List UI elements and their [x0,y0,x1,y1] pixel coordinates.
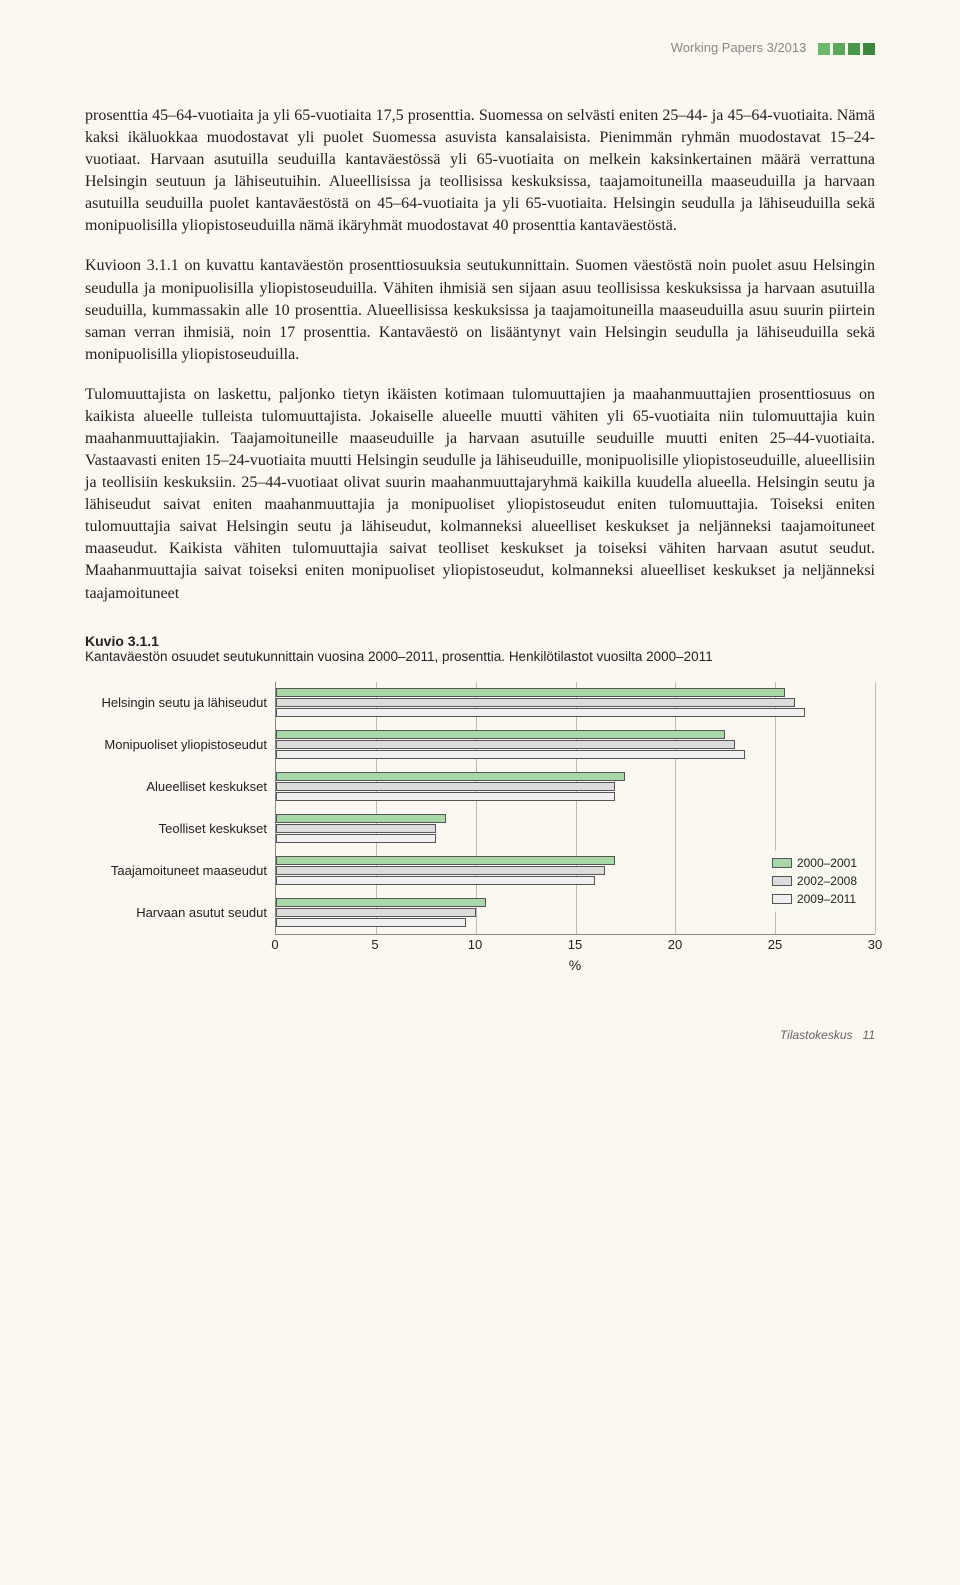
chart-bar [276,898,486,907]
chart-bar [276,782,615,791]
chart-legend-label: 2002–2008 [797,872,857,890]
chart-bar-group [276,766,875,808]
page-header: Working Papers 3/2013 [85,40,875,55]
chart-bar [276,834,436,843]
chart-category-label: Taajamoituneet maaseudut [85,850,275,892]
page-footer: Tilastokeskus 11 [85,1028,875,1042]
chart-category-label: Harvaan asutut seudut [85,892,275,934]
chart-x-tick: 10 [468,937,482,952]
chart-bar [276,856,615,865]
chart-category-labels: Helsingin seutu ja lähiseudutMonipuolise… [85,682,275,935]
chart-bar [276,740,735,749]
chart-category-label: Teolliset keskukset [85,808,275,850]
chart-x-tick: 30 [868,937,882,952]
chart-bar [276,908,476,917]
chart-legend-item: 2000–2001 [772,854,857,872]
chart-legend-label: 2009–2011 [797,890,856,908]
chart-legend-label: 2000–2001 [797,854,857,872]
chart-bar [276,698,795,707]
chart-bar [276,772,625,781]
footer-page-number: 11 [863,1028,875,1042]
chart-x-tick: 0 [271,937,278,952]
chart-bar [276,918,466,927]
chart-legend-swatch [772,894,792,904]
chart-bar [276,708,805,717]
chart-category-label: Helsingin seutu ja lähiseudut [85,682,275,724]
chart-category-label: Alueelliset keskukset [85,766,275,808]
chart-x-axis-label: % [275,957,875,973]
chart-bar-group [276,808,875,850]
chart-bar [276,730,725,739]
body-paragraph-1: prosenttia 45–64-vuotiaita ja yli 65-vuo… [85,105,875,237]
chart-bar [276,876,595,885]
chart-bar-group [276,724,875,766]
chart-legend: 2000–20012002–20082009–2011 [766,850,863,912]
chart-category-label: Monipuoliset yliopistoseudut [85,724,275,766]
figure-subtitle: Kantaväestön osuudet seutukunnittain vuo… [85,649,875,664]
chart-bar [276,866,605,875]
header-decoration-squares [818,43,875,55]
chart-legend-item: 2009–2011 [772,890,857,908]
chart-x-axis: 051015202530 [275,935,875,955]
chart-legend-item: 2002–2008 [772,872,857,890]
chart-bar [276,824,436,833]
chart-legend-swatch [772,876,792,886]
chart-bar [276,792,615,801]
footer-source: Tilastokeskus [780,1028,853,1042]
chart-bar [276,750,745,759]
chart-x-tick: 15 [568,937,582,952]
chart-x-tick: 5 [371,937,378,952]
figure-title: Kuvio 3.1.1 [85,633,875,649]
chart-bar-group [276,682,875,724]
body-paragraph-3: Tulomuuttajista on laskettu, paljonko ti… [85,384,875,605]
chart-legend-swatch [772,858,792,868]
body-paragraph-2: Kuvioon 3.1.1 on kuvattu kantaväestön pr… [85,255,875,365]
header-text: Working Papers 3/2013 [671,40,807,55]
chart-x-tick: 20 [668,937,682,952]
chart-bar [276,814,446,823]
chart-bar [276,688,785,697]
bar-chart: Helsingin seutu ja lähiseudutMonipuolise… [85,682,875,973]
chart-gridline [875,682,876,934]
chart-plot-area: 2000–20012002–20082009–2011 [275,682,875,935]
chart-x-tick: 25 [768,937,782,952]
